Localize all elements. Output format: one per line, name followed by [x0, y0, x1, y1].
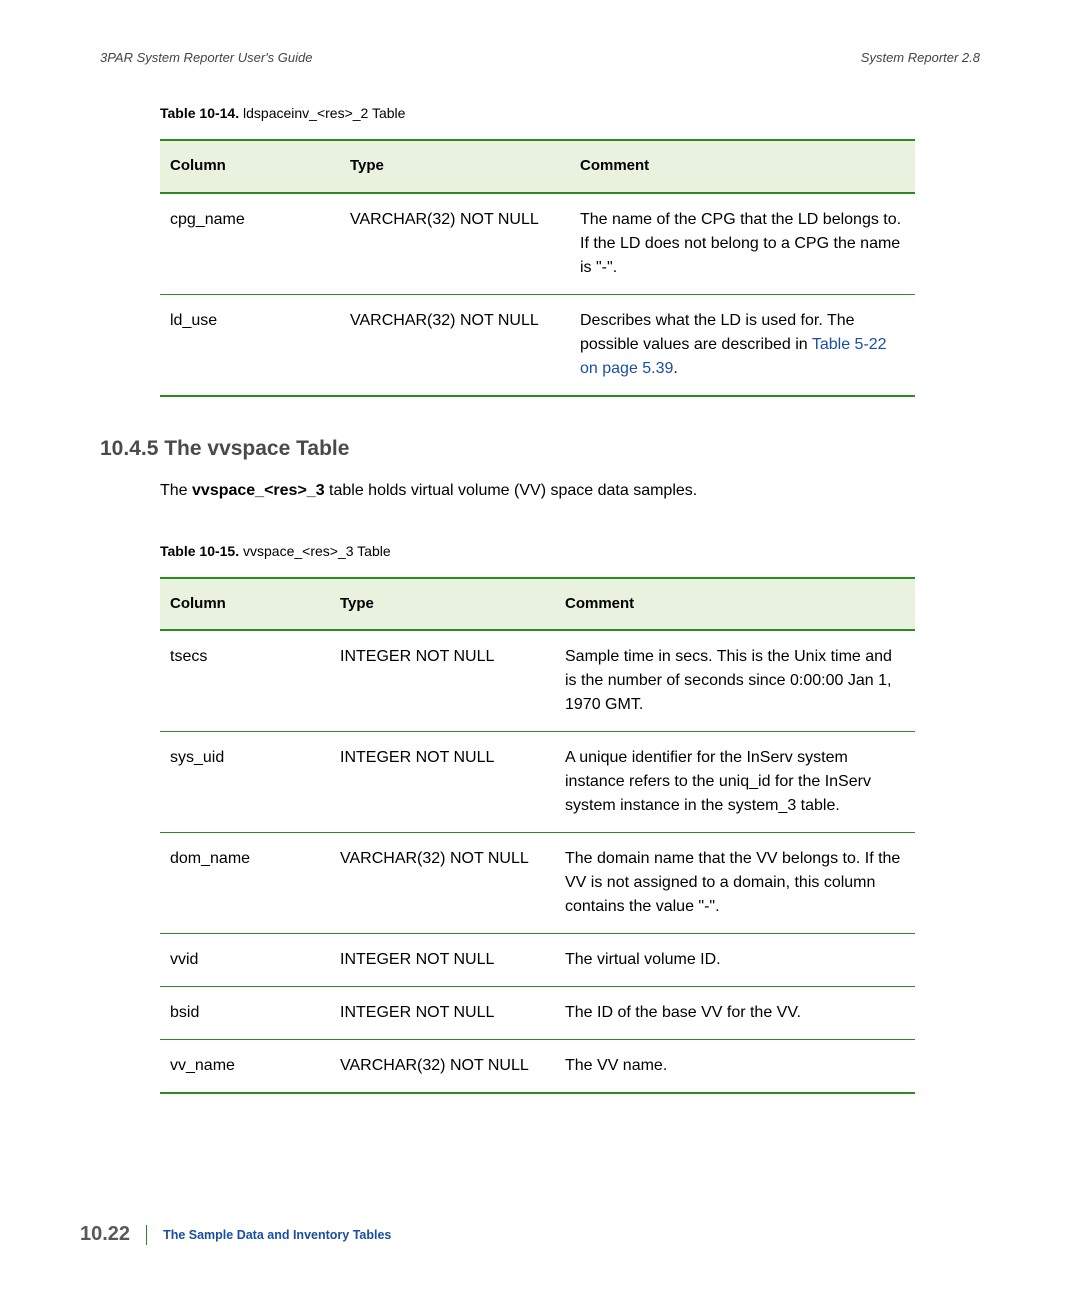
col-header-type: Type: [330, 578, 555, 631]
table-15: Column Type Comment tsecs INTEGER NOT NU…: [160, 577, 915, 1095]
cell-comment: The domain name that the VV belongs to. …: [555, 833, 915, 934]
cell-column: dom_name: [160, 833, 330, 934]
cell-comment: The VV name.: [555, 1040, 915, 1094]
table-14-caption: Table 10-14. ldspaceinv_<res>_2 Table: [160, 105, 980, 121]
table-row: ld_use VARCHAR(32) NOT NULL Describes wh…: [160, 294, 915, 396]
cell-comment: The ID of the base VV for the VV.: [555, 987, 915, 1040]
table-row: bsid INTEGER NOT NULL The ID of the base…: [160, 987, 915, 1040]
table-15-caption-rest: vvspace_<res>_3 Table: [239, 543, 391, 559]
col-header-type: Type: [340, 140, 570, 193]
cell-comment: The virtual volume ID.: [555, 934, 915, 987]
cell-comment: The name of the CPG that the LD belongs …: [570, 193, 915, 295]
col-header-comment: Comment: [555, 578, 915, 631]
cell-comment: A unique identifier for the InServ syste…: [555, 732, 915, 833]
page-footer: 10.22 The Sample Data and Inventory Tabl…: [80, 1223, 391, 1246]
cell-type: INTEGER NOT NULL: [330, 732, 555, 833]
table-header-row: Column Type Comment: [160, 140, 915, 193]
para-post: table holds virtual volume (VV) space da…: [325, 482, 698, 499]
para-bold: vvspace_<res>_3: [192, 482, 325, 499]
header-left: 3PAR System Reporter User's Guide: [100, 50, 312, 65]
cell-type: INTEGER NOT NULL: [330, 934, 555, 987]
table-row: vvid INTEGER NOT NULL The virtual volume…: [160, 934, 915, 987]
comment-text: The name of the CPG that the LD belongs …: [580, 211, 901, 276]
cell-type: INTEGER NOT NULL: [330, 987, 555, 1040]
footer-divider: [146, 1225, 147, 1245]
col-header-comment: Comment: [570, 140, 915, 193]
comment-text-post: .: [673, 360, 677, 377]
page-header: 3PAR System Reporter User's Guide System…: [100, 50, 980, 65]
footer-section-title[interactable]: The Sample Data and Inventory Tables: [163, 1228, 391, 1242]
section-heading: 10.4.5 The vvspace Table: [100, 437, 980, 461]
cell-type: VARCHAR(32) NOT NULL: [330, 1040, 555, 1094]
table-14-caption-rest: ldspaceinv_<res>_2 Table: [239, 105, 405, 121]
table-header-row: Column Type Comment: [160, 578, 915, 631]
cell-column: bsid: [160, 987, 330, 1040]
section-paragraph: The vvspace_<res>_3 table holds virtual …: [160, 479, 980, 503]
para-pre: The: [160, 482, 192, 499]
cell-type: INTEGER NOT NULL: [330, 630, 555, 732]
cell-comment: Describes what the LD is used for. The p…: [570, 294, 915, 396]
table-15-caption-bold: Table 10-15.: [160, 543, 239, 559]
page-number: 10.22: [80, 1223, 130, 1246]
table-14: Column Type Comment cpg_name VARCHAR(32)…: [160, 139, 915, 397]
cell-column: tsecs: [160, 630, 330, 732]
cell-column: vv_name: [160, 1040, 330, 1094]
cell-type: VARCHAR(32) NOT NULL: [340, 294, 570, 396]
table-row: dom_name VARCHAR(32) NOT NULL The domain…: [160, 833, 915, 934]
table-row: sys_uid INTEGER NOT NULL A unique identi…: [160, 732, 915, 833]
cell-type: VARCHAR(32) NOT NULL: [340, 193, 570, 295]
cell-column: ld_use: [160, 294, 340, 396]
cell-type: VARCHAR(32) NOT NULL: [330, 833, 555, 934]
table-row: tsecs INTEGER NOT NULL Sample time in se…: [160, 630, 915, 732]
col-header-column: Column: [160, 578, 330, 631]
cell-column: cpg_name: [160, 193, 340, 295]
cell-comment: Sample time in secs. This is the Unix ti…: [555, 630, 915, 732]
table-row: cpg_name VARCHAR(32) NOT NULL The name o…: [160, 193, 915, 295]
cell-column: sys_uid: [160, 732, 330, 833]
cell-column: vvid: [160, 934, 330, 987]
table-15-caption: Table 10-15. vvspace_<res>_3 Table: [160, 543, 980, 559]
table-14-caption-bold: Table 10-14.: [160, 105, 239, 121]
col-header-column: Column: [160, 140, 340, 193]
table-row: vv_name VARCHAR(32) NOT NULL The VV name…: [160, 1040, 915, 1094]
header-right: System Reporter 2.8: [861, 50, 980, 65]
